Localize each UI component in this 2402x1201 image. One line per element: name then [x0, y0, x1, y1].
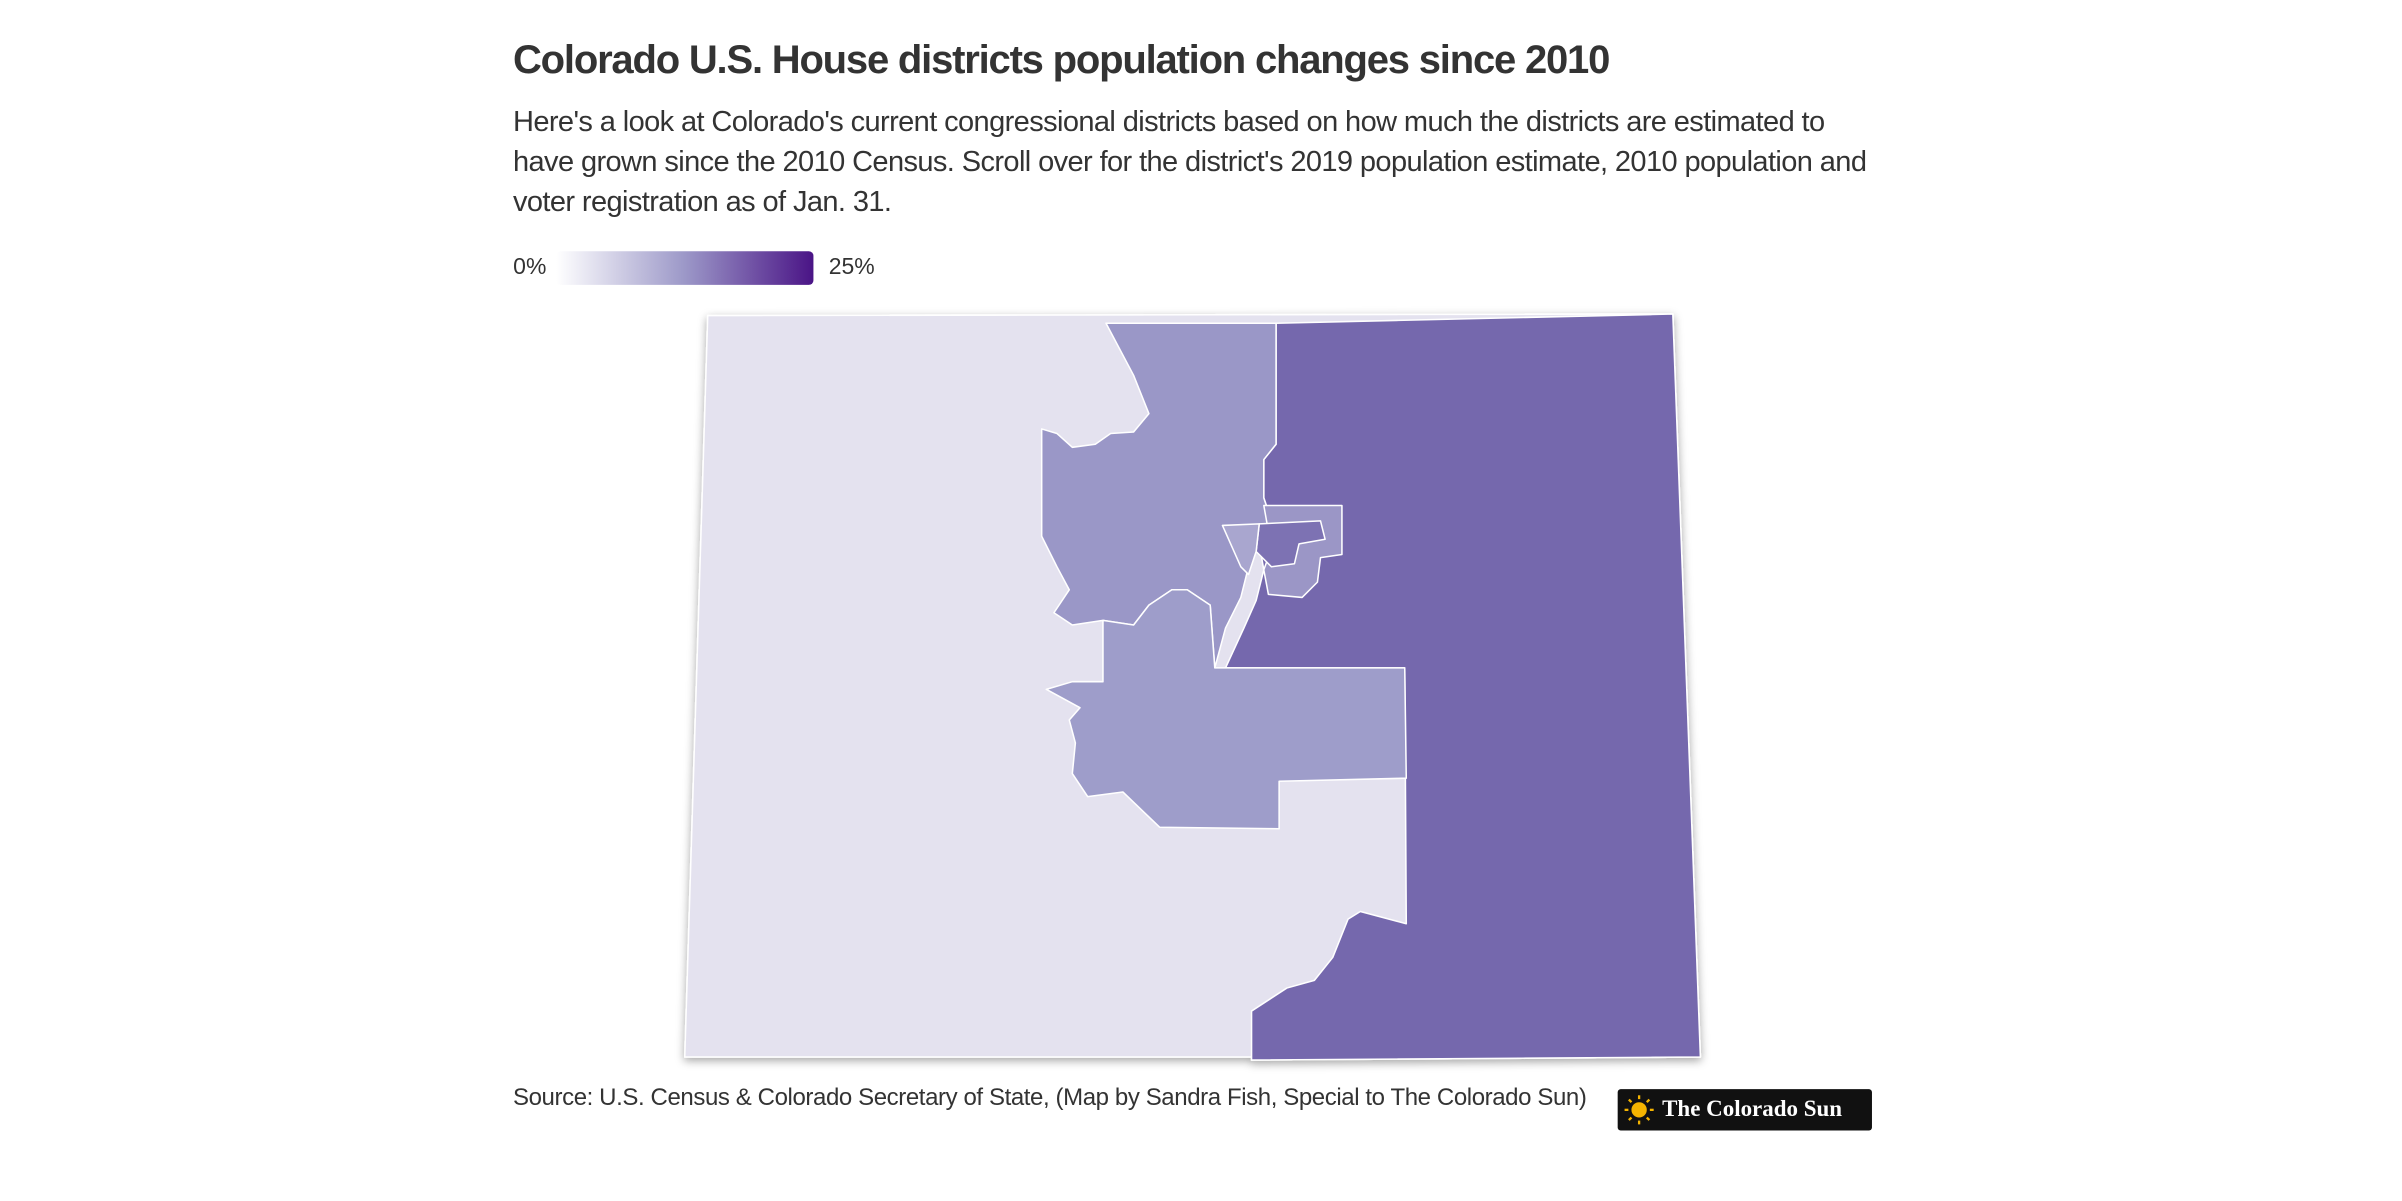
district-5[interactable] — [1045, 589, 1408, 830]
district-1[interactable] — [1255, 520, 1326, 568]
logo[interactable]: The Colorado Sun — [1617, 1089, 1872, 1131]
logo-rays — [1624, 1095, 1654, 1125]
logo-background — [1617, 1089, 1872, 1131]
title: Colorado U.S. House districts population… — [513, 38, 1610, 82]
logo-sun — [1631, 1102, 1647, 1118]
districts — [683, 313, 1702, 1061]
district-7[interactable] — [1221, 523, 1260, 576]
legend-min-label: 0% — [513, 253, 546, 279]
source-note: Source: U.S. Census & Colorado Secretary… — [513, 1084, 1587, 1111]
legend-gradient — [556, 251, 814, 285]
legend-max-label: 25% — [829, 253, 875, 279]
subtitle: Here's a look at Colorado's current cong… — [513, 106, 1867, 218]
logo-text: The Colorado Sun — [1662, 1096, 1842, 1121]
